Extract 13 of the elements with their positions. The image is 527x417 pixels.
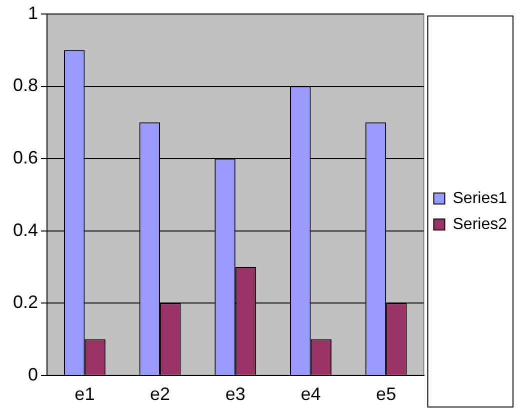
y-tick-label: 0.4 [12,220,38,240]
legend-label: Series1 [452,190,508,207]
x-tick-label: e4 [300,384,321,404]
x-tick-label: e2 [150,384,170,404]
y-tick-label: 0.8 [12,75,38,96]
x-tick-label: e1 [74,384,95,404]
legend-label: Series2 [452,216,508,233]
y-tick-label: 0.2 [12,292,38,312]
y-tick-label: 0.6 [12,148,38,168]
x-tick-label: e5 [376,384,396,404]
y-tick-label: 1 [28,2,38,23]
x-tick-label: e3 [225,384,246,404]
y-tick-label: 0 [28,364,38,384]
